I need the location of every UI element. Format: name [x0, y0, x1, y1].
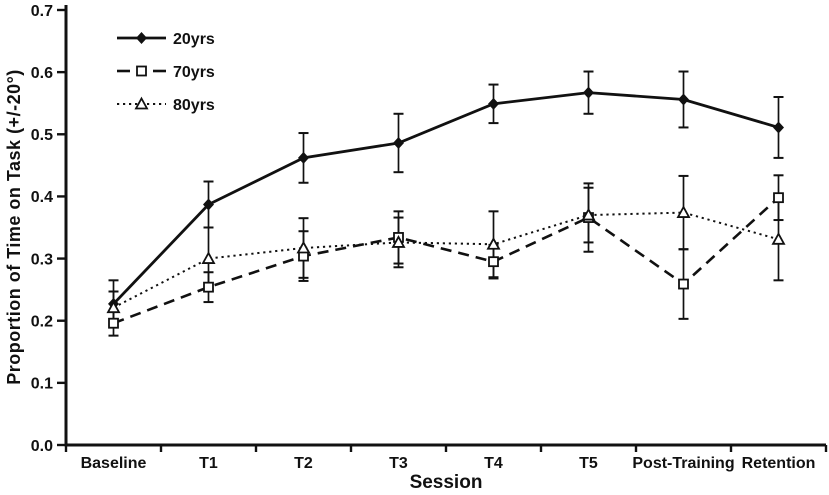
- legend-item-70yrs: 70yrs: [117, 64, 215, 81]
- triangle-marker: [581, 207, 596, 221]
- series-line-70yrs: [113, 196, 780, 325]
- triangle-marker: [676, 205, 691, 218]
- triangle-marker: [134, 96, 149, 110]
- legend-item-80yrs: 80yrs: [117, 96, 215, 114]
- x-tick-label: T1: [199, 455, 218, 472]
- y-tick-label: 0.5: [31, 127, 53, 144]
- diamond-marker: [136, 32, 147, 44]
- x-tick-label: T5: [579, 455, 598, 472]
- error-bars-80yrs: [108, 174, 784, 325]
- y-tick-label: 0.7: [31, 3, 53, 20]
- square-marker: [203, 281, 214, 293]
- y-tick-label: 0.2: [31, 313, 53, 330]
- x-axis-title: Session: [410, 472, 483, 493]
- x-tick-label: T3: [389, 455, 408, 472]
- series-markers-80yrs: [106, 205, 786, 314]
- square-marker: [773, 192, 784, 204]
- series-markers-20yrs: [108, 86, 784, 310]
- y-tick-label: 0.3: [31, 251, 53, 268]
- plot-area: 0.0 0.1 0.2 0.3 0.4 0.5 0.6 0.7 Baseline T1 T2 T3 T4…: [31, 3, 828, 472]
- diamond-marker: [298, 151, 309, 164]
- legend-label: 80yrs: [173, 97, 215, 114]
- y-ticks: 0.0 0.1 0.2 0.3 0.4 0.5 0.6 0.7: [31, 3, 66, 455]
- diamond-marker: [583, 86, 594, 99]
- triangle-marker: [486, 236, 501, 250]
- legend: 20yrs 70yrs 80yrs: [117, 31, 215, 114]
- triangle-marker: [391, 235, 406, 248]
- diamond-marker: [773, 121, 784, 134]
- square-marker: [136, 65, 147, 77]
- legend-item-20yrs: 20yrs: [117, 31, 215, 48]
- square-marker: [488, 256, 499, 268]
- y-tick-label: 0.0: [31, 438, 53, 455]
- legend-label: 70yrs: [173, 64, 215, 81]
- series-line-20yrs: [112, 91, 779, 305]
- triangle-marker: [771, 231, 786, 245]
- legend-label: 20yrs: [173, 31, 215, 48]
- y-tick-label: 0.1: [31, 376, 53, 393]
- x-ticks: Baseline T1 T2 T3 T4 T5 Post-Training Retention: [64, 445, 828, 472]
- diamond-marker: [393, 136, 404, 149]
- x-tick-label: T2: [294, 455, 313, 472]
- x-tick-label: Post-Training: [632, 455, 734, 472]
- diamond-marker: [488, 97, 499, 110]
- triangle-marker: [201, 251, 216, 264]
- diamond-marker: [678, 93, 689, 106]
- diamond-marker: [203, 198, 214, 211]
- series-line-80yrs: [113, 211, 779, 309]
- square-marker: [108, 317, 119, 329]
- y-axis-title: Proportion of Time on Task (+/-20°): [4, 69, 24, 385]
- triangle-marker: [106, 300, 121, 314]
- error-bars: [108, 70, 784, 337]
- triangle-marker: [296, 240, 311, 254]
- x-tick-label: T4: [484, 455, 503, 472]
- y-tick-label: 0.4: [31, 189, 53, 206]
- x-tick-label: Retention: [742, 455, 816, 472]
- y-tick-label: 0.6: [31, 65, 53, 82]
- x-tick-label: Baseline: [81, 455, 147, 472]
- square-marker: [678, 278, 689, 290]
